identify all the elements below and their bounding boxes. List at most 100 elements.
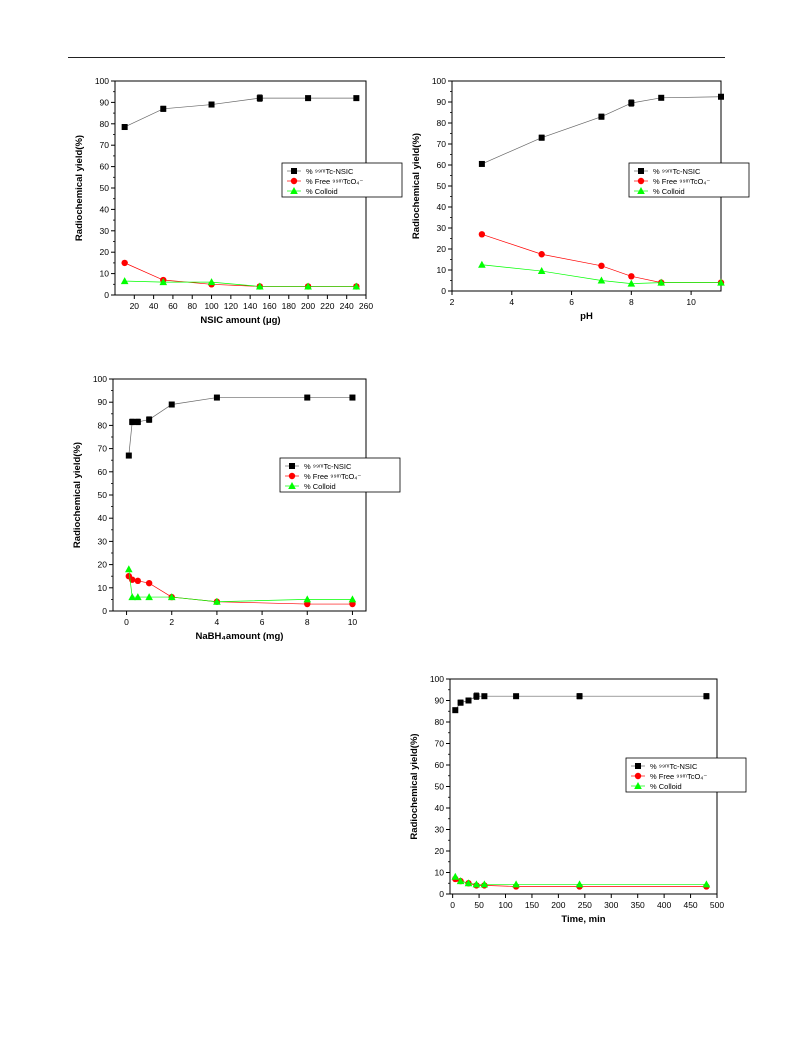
legend-label: % Free ⁹⁹ᵐTcO₄⁻ [306,177,363,186]
chart-ph: 0 10 20 30 40 50 60 70 80 90 100 2 4 6 8 10 pH Radiochemi… [411,76,750,322]
legend-label: % Colloid [650,782,682,791]
data-point [304,394,311,401]
y-tick-label: 10 [98,583,108,593]
chart-nabh4-amount: 0 10 20 30 40 50 60 70 80 90 100 0 2 4 6 8 10 NaBH₄amount… [72,374,401,642]
data-point [512,880,520,888]
data-point [349,394,356,401]
data-point [513,693,520,700]
data-point [576,693,583,700]
y-tick-label: 50 [98,490,108,500]
x-tick-label: 160 [262,301,276,311]
y-tick-label: 100 [95,76,109,86]
y-tick-label: 90 [98,397,108,407]
data-point [129,418,136,425]
y-axis-label: Radiochemical yield(%) [72,442,83,548]
data-point [457,699,464,706]
series-0 [478,93,724,167]
data-point [575,880,584,888]
data-point [451,872,460,880]
x-tick-label: 450 [683,900,697,910]
data-point [125,452,132,459]
y-tick-label: 70 [98,444,108,454]
data-point [657,278,666,286]
x-tick-label: 150 [525,900,539,910]
legend-marker [634,772,642,780]
data-point [598,262,605,269]
data-point [213,597,221,605]
y-tick-label: 0 [439,889,444,899]
legend-box [279,457,401,493]
legend-marker [634,782,642,789]
data-point [465,697,472,704]
y-tick-label: 30 [98,536,108,546]
x-tick-label: 240 [340,301,354,311]
chart-time: 0 10 20 30 40 50 60 70 80 90 100 0 50 100 150 200 250 300… [409,674,747,925]
data-point [598,113,605,120]
data-point [145,593,153,601]
legend: % ⁹⁹ᵐTc-NSIC% Free ⁹⁹ᵐTcO₄⁻% Colloid [279,457,401,493]
data-point [207,278,216,286]
y-tick-label: 60 [437,160,447,170]
y-tick-label: 40 [100,204,110,214]
series-line [124,280,357,287]
data-point [718,93,724,100]
data-point [538,251,545,258]
series-line [124,97,357,128]
y-tick-label: 60 [435,760,445,770]
data-point [349,600,356,608]
y-tick-label: 20 [100,247,110,257]
y-tick-label: 0 [104,290,109,300]
x-tick-label: 10 [686,297,696,307]
data-point [628,100,635,107]
y-tick-label: 20 [98,560,108,570]
legend-marker [289,463,295,469]
y-tick-label: 10 [435,868,445,878]
x-tick-label: 80 [187,301,197,311]
legend-label: % ⁹⁹ᵐTc-NSIC [650,762,698,771]
x-tick-label: 350 [631,900,645,910]
legend-box [628,162,750,198]
y-tick-label: 40 [437,202,447,212]
y-tick-label: 0 [441,286,446,296]
y-tick-label: 40 [98,513,108,523]
data-point [128,593,137,601]
series-0 [121,94,360,131]
legend-label: % Colloid [306,187,338,196]
data-point [160,105,167,112]
x-tick-label: 50 [474,900,484,910]
series-line [481,264,721,285]
y-tick-label: 80 [435,717,445,727]
y-tick-label: 90 [437,97,447,107]
data-point [537,267,546,275]
x-tick-label: 6 [569,297,574,307]
x-tick-label: 200 [301,301,315,311]
x-tick-label: 220 [320,301,334,311]
x-tick-label: 2 [450,297,455,307]
x-tick-label: 500 [710,900,724,910]
y-tick-label: 90 [435,696,445,706]
page-header-rule [68,57,725,58]
series-1 [452,875,710,890]
legend: % ⁹⁹ᵐTc-NSIC% Free ⁹⁹ᵐTcO₄⁻% Colloid [281,162,403,198]
data-point [478,260,486,268]
data-point [305,95,312,102]
legend-marker [637,177,645,185]
y-tick-label: 30 [435,825,445,835]
data-point [167,593,176,601]
legend-label: % Free ⁹⁹ᵐTcO₄⁻ [653,177,710,186]
y-tick-label: 20 [437,244,447,254]
x-tick-label: 300 [604,900,618,910]
data-point [146,416,153,423]
x-tick-label: 100 [498,900,512,910]
y-tick-label: 100 [432,76,446,86]
y-tick-label: 50 [100,183,110,193]
x-tick-label: 8 [305,617,310,627]
legend-label: % Colloid [304,482,336,491]
y-tick-label: 70 [435,739,445,749]
data-point [464,879,473,887]
x-tick-label: 200 [551,900,565,910]
y-tick-label: 0 [102,606,107,616]
x-tick-label: 250 [578,900,592,910]
chart-nsic-amount: 0 10 20 30 40 50 60 70 80 90 100 20 40 60 80 100 120 140 1… [74,76,403,326]
series-2 [125,565,357,605]
